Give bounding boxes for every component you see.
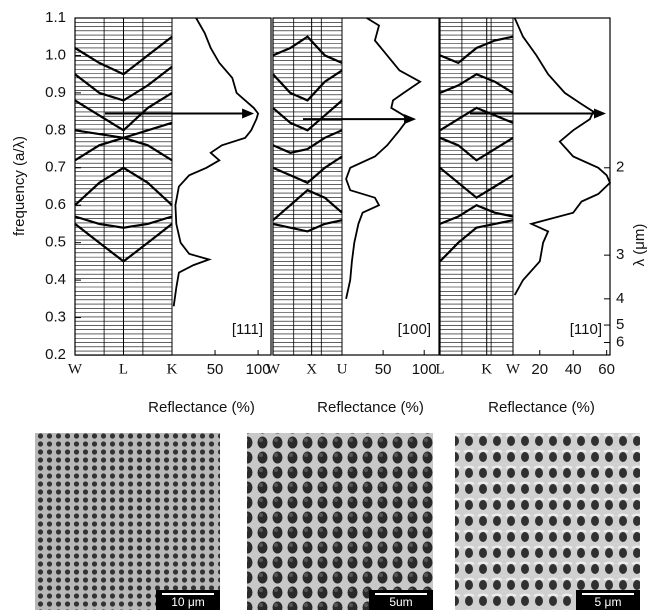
direction-label: [111] xyxy=(232,321,263,338)
x-tick-label: 40 xyxy=(565,361,582,378)
k-label: K xyxy=(481,361,492,377)
y-tick-label: 0.4 xyxy=(45,271,66,288)
band xyxy=(439,136,514,162)
k-label: X xyxy=(306,361,317,377)
direction-label: [100] xyxy=(398,321,431,338)
y-tick-label: 0.8 xyxy=(45,121,66,138)
k-label: W xyxy=(266,361,281,377)
x-axis-label: Reflectance (%) xyxy=(488,399,595,416)
y2-tick-label: 5 xyxy=(616,316,624,333)
band xyxy=(439,203,514,225)
band xyxy=(74,223,173,263)
band xyxy=(272,155,343,185)
band xyxy=(74,65,173,102)
band xyxy=(74,35,173,76)
band xyxy=(439,72,514,94)
k-label: K xyxy=(167,361,178,377)
band xyxy=(272,188,343,222)
scale-bar-label: 5 μm xyxy=(595,595,622,609)
band xyxy=(272,35,343,64)
x-axis-label: Reflectance (%) xyxy=(317,399,424,416)
sem-image xyxy=(247,433,433,610)
reflectance-curve xyxy=(345,17,422,299)
sem-image xyxy=(35,433,220,610)
x-tick-label: 60 xyxy=(598,361,615,378)
band xyxy=(439,166,514,200)
y2-axis-label: λ (μm) xyxy=(631,224,648,267)
y2-tick-label: 4 xyxy=(616,290,624,307)
k-label: W xyxy=(68,361,83,377)
band xyxy=(439,35,514,65)
arrow-head xyxy=(404,114,417,125)
panel-frame xyxy=(272,17,440,356)
x-tick-label: 50 xyxy=(207,361,224,378)
y-tick-label: 0.3 xyxy=(45,309,66,326)
y-tick-label: 0.7 xyxy=(45,159,66,176)
k-label: L xyxy=(119,361,128,377)
band xyxy=(272,219,343,233)
y-tick-label: 0.5 xyxy=(45,234,66,251)
y-tick-label: 1.0 xyxy=(45,46,66,63)
y-axis-label: frequency (a/λ) xyxy=(11,136,28,236)
panel-frame xyxy=(74,17,272,356)
band xyxy=(272,99,343,132)
band xyxy=(439,106,514,132)
y-tick-label: 0.9 xyxy=(45,84,66,101)
x-tick-label: 100 xyxy=(246,361,271,378)
band xyxy=(74,121,173,139)
reflectance-curve xyxy=(172,17,260,307)
panel-frame xyxy=(439,17,611,356)
y-tick-label: 0.6 xyxy=(45,196,66,213)
k-label: W xyxy=(506,361,521,377)
band xyxy=(74,91,173,132)
scale-bar-label: 10 μm xyxy=(171,595,205,609)
y2-tick-label: 6 xyxy=(616,333,624,350)
band xyxy=(74,166,173,207)
y2-tick-label: 2 xyxy=(616,159,624,176)
x-tick-label: 20 xyxy=(531,361,548,378)
k-label: U xyxy=(337,361,348,377)
direction-label: [110] xyxy=(570,321,602,338)
y-tick-label: 0.2 xyxy=(45,346,66,363)
y2-tick-label: 3 xyxy=(616,246,624,263)
band xyxy=(272,69,343,102)
k-label: L xyxy=(435,361,444,377)
arrow-head xyxy=(594,108,606,119)
sem-image xyxy=(455,433,640,610)
y-tick-label: 1.1 xyxy=(45,9,66,26)
x-tick-label: 100 xyxy=(412,361,437,378)
x-axis-label: Reflectance (%) xyxy=(148,399,255,416)
band xyxy=(272,129,343,154)
band xyxy=(439,219,514,263)
reflectance-curve xyxy=(513,17,612,296)
arrow-head xyxy=(242,108,255,119)
scale-bar-label: 5um xyxy=(389,595,412,609)
x-tick-label: 50 xyxy=(375,361,392,378)
band xyxy=(74,215,173,229)
